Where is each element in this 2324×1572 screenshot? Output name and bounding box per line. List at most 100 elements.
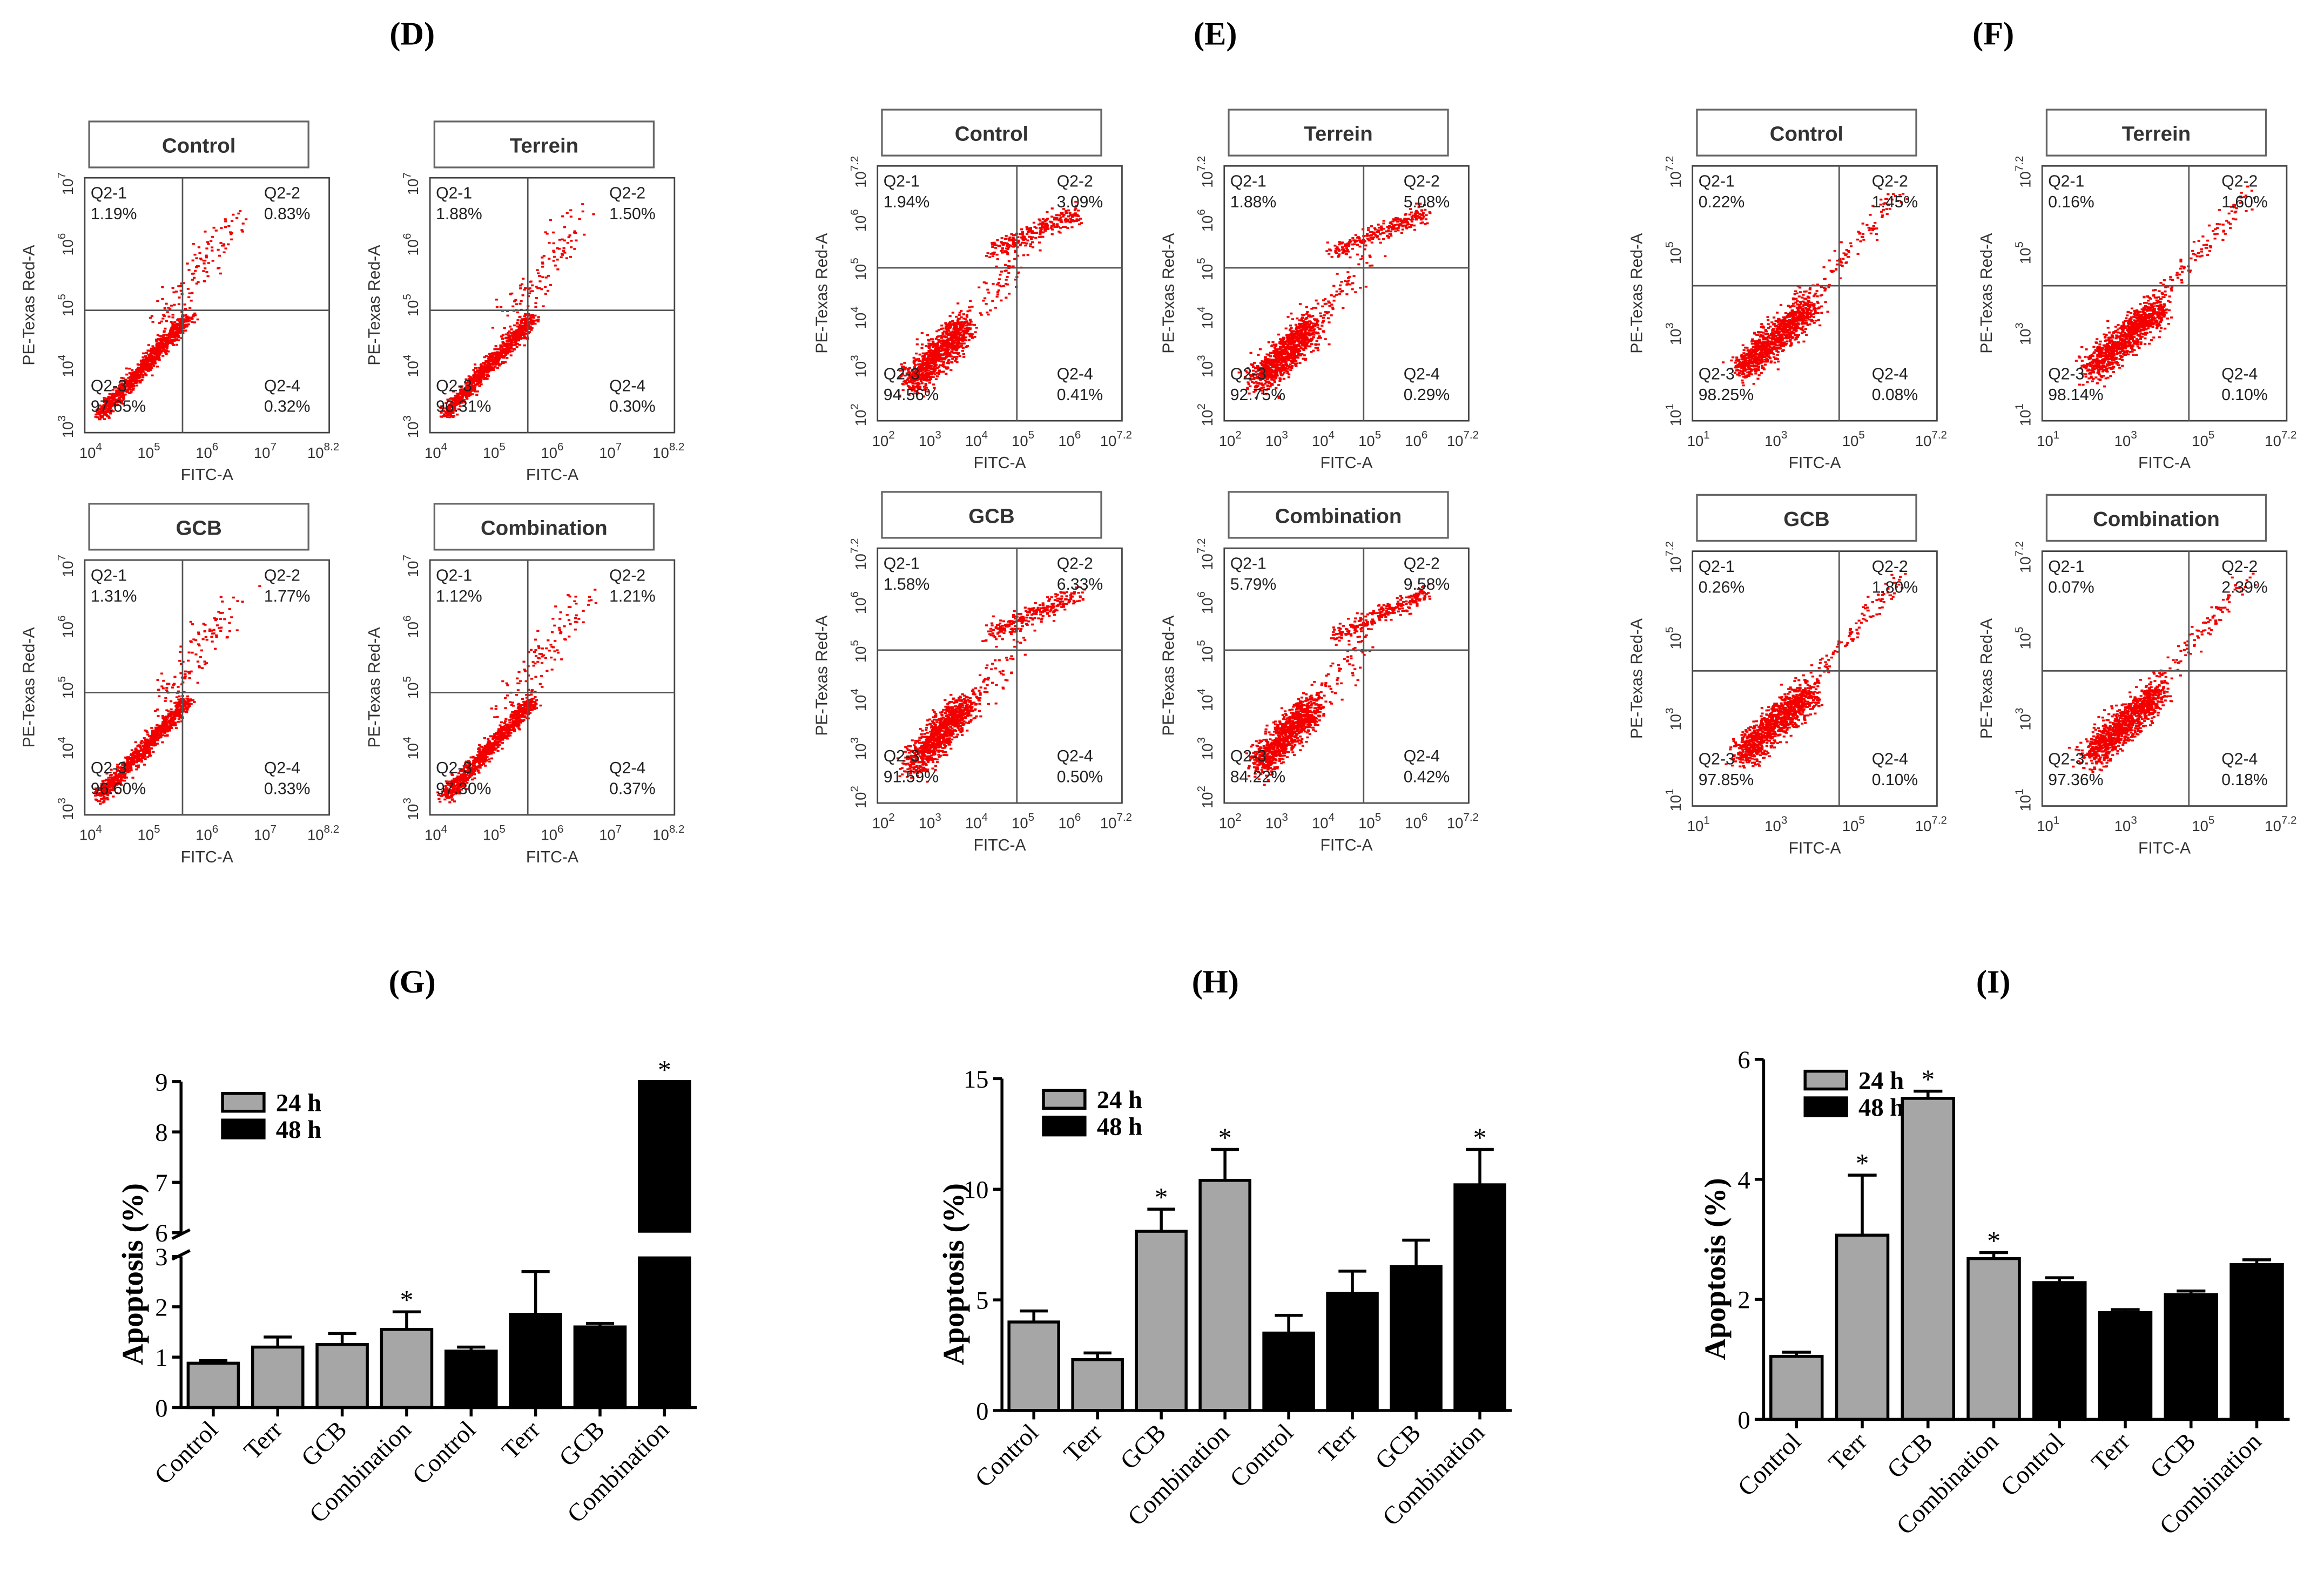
quadrant-name: Q2-2 xyxy=(1057,173,1093,191)
tick-label: 101 xyxy=(1663,403,1684,426)
legend-swatch xyxy=(221,1118,266,1139)
plot-title-box xyxy=(2045,494,2267,542)
panel-label: (E) xyxy=(1194,16,1237,52)
tick-label: 105 xyxy=(1358,429,1381,449)
quadrant-percent: 1.45% xyxy=(1872,193,1918,211)
tick-label: 106 xyxy=(1195,209,1216,232)
tick-base: 10 xyxy=(541,827,558,844)
tick-exponent: 7 xyxy=(616,823,622,835)
quadrant-percent: 0.42% xyxy=(1404,768,1450,786)
tick-label: 101 xyxy=(2037,429,2059,449)
tick-exponent: 6 xyxy=(1422,429,1427,441)
quadrant-name: Q2-3 xyxy=(436,377,472,395)
error-bar xyxy=(1979,1251,2009,1259)
plot-frame xyxy=(84,559,330,816)
tick-label: 104 xyxy=(425,823,447,844)
tick-base: 10 xyxy=(1667,329,1684,346)
tick-label: 103 xyxy=(56,415,76,438)
tick-base: 10 xyxy=(2192,818,2208,834)
tick-base: 10 xyxy=(2017,248,2033,265)
error-bar xyxy=(585,1321,615,1327)
quadrant-percent: 97.85% xyxy=(1699,771,1754,789)
tick-label: 107.2 xyxy=(848,538,869,570)
tick-exponent: 6 xyxy=(557,441,563,453)
quadrant-percent: 0.10% xyxy=(2221,386,2268,404)
tick-exponent: 7.2 xyxy=(1116,811,1132,824)
tick-exponent: 2 xyxy=(1235,429,1241,441)
tick-exponent: 4 xyxy=(848,306,861,312)
quadrant-name: Q2-4 xyxy=(1404,747,1440,765)
y-tick-label: 9 xyxy=(155,1068,167,1096)
tick-label: 104 xyxy=(401,737,421,760)
tick-label: 105 xyxy=(401,294,421,316)
tick-exponent: 3 xyxy=(2013,708,2026,714)
bar xyxy=(1135,1230,1188,1412)
tick-exponent: 7.2 xyxy=(848,156,861,172)
quadrant-percent: 1.50% xyxy=(609,205,656,223)
quadrant-name: Q2-1 xyxy=(1230,555,1267,573)
tick-exponent: 4 xyxy=(56,737,68,743)
quadrant-percent: 1.58% xyxy=(884,576,930,593)
tick-base: 10 xyxy=(79,444,96,461)
y-axis-label: Apoptosis (%) xyxy=(937,1183,970,1365)
tick-exponent: 6 xyxy=(401,233,413,239)
significance-star: * xyxy=(1218,1123,1232,1152)
tick-label: 107 xyxy=(401,555,421,577)
tick-exponent: 4 xyxy=(441,441,447,453)
tick-exponent: 3 xyxy=(848,737,861,743)
bar xyxy=(1007,1320,1060,1412)
event-dots xyxy=(1245,583,1432,786)
x-tick-label: Control xyxy=(969,1419,1044,1493)
tick-base: 10 xyxy=(1058,433,1075,449)
tick-label: 107 xyxy=(56,172,76,195)
quadrant-name: Q2-2 xyxy=(264,185,300,203)
plot-title: Combination xyxy=(1275,505,1402,528)
significance-star: * xyxy=(1473,1123,1487,1152)
bar xyxy=(2098,1311,2153,1421)
bar xyxy=(2032,1281,2087,1421)
tick-exponent: 1 xyxy=(2013,789,2026,795)
tick-exponent: 5 xyxy=(1195,258,1208,264)
legend-label: 48 h xyxy=(1858,1094,1904,1122)
tick-base: 10 xyxy=(1199,313,1216,329)
tick-exponent: 7 xyxy=(270,823,276,835)
tick-base: 10 xyxy=(59,804,76,820)
tick-base: 10 xyxy=(2017,714,2033,731)
tick-base: 10 xyxy=(652,827,669,844)
tick-exponent: 5 xyxy=(1028,429,1034,441)
tick-label: 103 xyxy=(2114,429,2137,449)
x-tick-label: GCB xyxy=(1370,1419,1426,1475)
y-tick-label: 0 xyxy=(155,1394,167,1422)
error-bar xyxy=(1848,1173,1877,1236)
quadrant-percent: 97.65% xyxy=(91,398,146,416)
tick-label: 103 xyxy=(1663,708,1684,731)
tick-base: 10 xyxy=(1667,795,1684,812)
tick-label: 103 xyxy=(919,811,941,832)
bar xyxy=(1966,1257,2021,1421)
tick-label: 103 xyxy=(1265,811,1288,832)
tick-base: 10 xyxy=(59,239,76,256)
tick-exponent: 3 xyxy=(848,355,861,361)
tick-base: 10 xyxy=(1447,815,1464,832)
tick-exponent: 5 xyxy=(1858,814,1864,826)
quadrant-percent: 0.26% xyxy=(1699,578,1745,596)
event-dots xyxy=(1237,203,1432,399)
tick-label: 104 xyxy=(79,823,102,844)
significance-star: * xyxy=(1155,1183,1168,1212)
tick-label: 103 xyxy=(2013,708,2034,731)
tick-base: 10 xyxy=(1447,433,1464,449)
tick-base: 10 xyxy=(1915,818,1932,834)
quadrant-name: Q2-3 xyxy=(2048,751,2084,768)
tick-base: 10 xyxy=(1219,433,1236,449)
quadrant-percent: 5.79% xyxy=(1230,576,1277,593)
tick-exponent: 8.2 xyxy=(324,823,340,835)
event-dots xyxy=(898,200,1083,397)
tick-label: 103 xyxy=(56,798,76,820)
quadrant-percent: 0.32% xyxy=(264,398,311,416)
y-tick-label: 0 xyxy=(1737,1406,1750,1434)
tick-label: 107.2 xyxy=(1447,429,1479,449)
quadrant-percent: 0.18% xyxy=(2221,771,2268,789)
tick-label: 105 xyxy=(138,823,160,844)
x-axis-label: FITC-A xyxy=(526,466,579,484)
